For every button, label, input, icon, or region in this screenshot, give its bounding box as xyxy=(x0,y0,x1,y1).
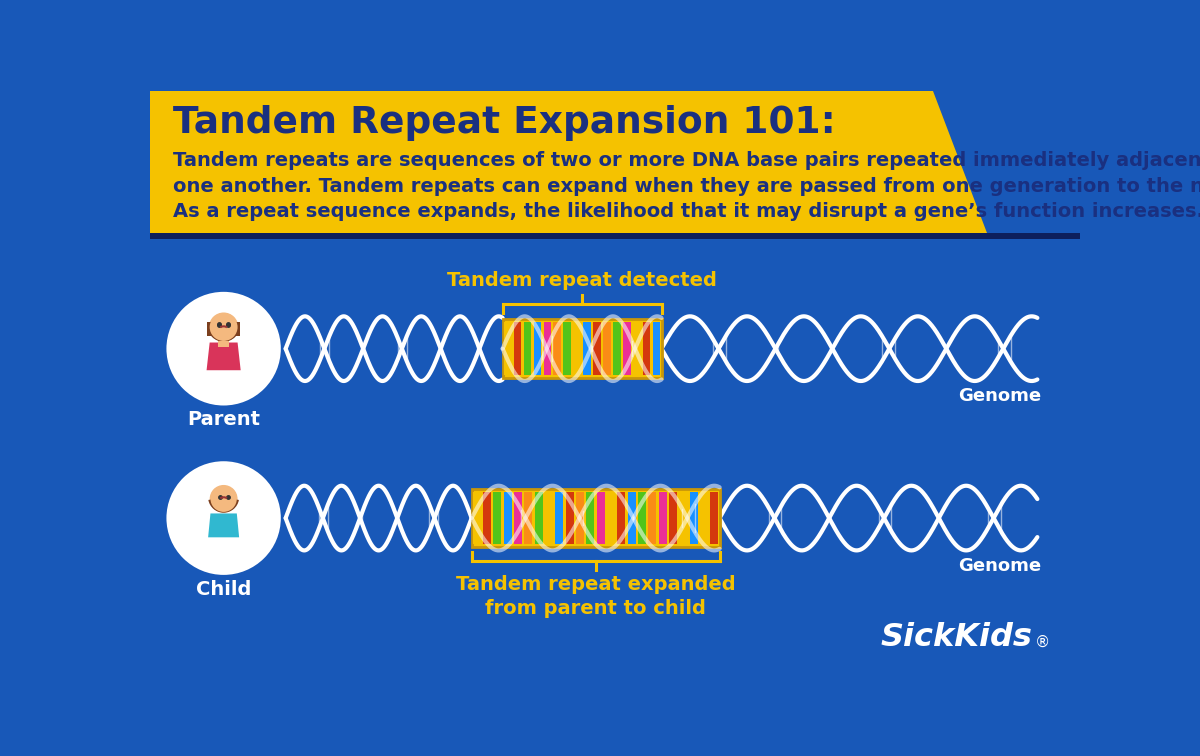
Bar xyxy=(583,323,590,375)
Bar xyxy=(690,492,697,544)
Bar xyxy=(628,492,636,544)
Bar xyxy=(607,492,616,544)
Bar xyxy=(587,492,594,544)
Bar xyxy=(648,492,656,544)
Polygon shape xyxy=(208,513,239,538)
Bar xyxy=(473,492,481,544)
Bar xyxy=(710,492,719,544)
Bar xyxy=(493,492,502,544)
Bar xyxy=(618,492,625,544)
Bar xyxy=(504,492,511,544)
Bar xyxy=(484,492,491,544)
Text: Tandem Repeat Expansion 101:: Tandem Repeat Expansion 101: xyxy=(173,104,836,141)
Bar xyxy=(208,322,212,336)
Circle shape xyxy=(209,312,239,342)
Bar xyxy=(553,323,562,375)
Bar xyxy=(574,323,581,375)
Bar xyxy=(632,323,641,375)
Bar xyxy=(565,492,574,544)
Text: Tandem repeat expanded
from parent to child: Tandem repeat expanded from parent to ch… xyxy=(456,575,736,618)
Bar xyxy=(523,323,532,375)
Text: SickKids: SickKids xyxy=(880,622,1032,653)
Polygon shape xyxy=(932,91,1080,233)
Bar xyxy=(659,492,667,544)
Circle shape xyxy=(210,313,238,341)
Bar xyxy=(534,323,541,375)
Text: Genome: Genome xyxy=(958,556,1042,575)
Bar xyxy=(593,323,601,375)
Polygon shape xyxy=(206,342,241,370)
Wedge shape xyxy=(209,497,239,513)
Bar xyxy=(700,492,708,544)
Circle shape xyxy=(168,463,280,574)
Bar xyxy=(670,492,677,544)
Bar xyxy=(535,492,542,544)
Bar xyxy=(514,323,521,375)
Bar xyxy=(472,489,720,547)
Bar xyxy=(653,323,660,375)
Text: Tandem repeat detected: Tandem repeat detected xyxy=(448,271,718,290)
Circle shape xyxy=(210,486,236,512)
Text: Tandem repeats are sequences of two or more DNA base pairs repeated immediately : Tandem repeats are sequences of two or m… xyxy=(173,150,1200,222)
Wedge shape xyxy=(208,326,240,342)
Bar xyxy=(604,323,611,375)
Bar xyxy=(679,492,688,544)
Bar xyxy=(545,492,553,544)
Text: Parent: Parent xyxy=(187,411,260,429)
Text: Genome: Genome xyxy=(958,387,1042,405)
Bar xyxy=(524,492,533,544)
Bar xyxy=(234,322,240,336)
Bar xyxy=(623,323,630,375)
Bar xyxy=(613,323,620,375)
Bar xyxy=(544,323,551,375)
Bar xyxy=(150,91,1080,233)
Bar xyxy=(638,492,646,544)
Text: ®: ® xyxy=(1036,635,1050,649)
Bar xyxy=(503,320,661,378)
Bar xyxy=(596,492,605,544)
Bar xyxy=(556,492,564,544)
Bar xyxy=(563,323,571,375)
Circle shape xyxy=(168,293,280,404)
Text: Child: Child xyxy=(196,580,251,599)
Circle shape xyxy=(210,485,238,513)
Bar xyxy=(150,233,1080,240)
Bar xyxy=(504,323,511,375)
Bar xyxy=(576,492,584,544)
Bar xyxy=(514,492,522,544)
Bar xyxy=(643,323,650,375)
Bar xyxy=(218,341,229,347)
